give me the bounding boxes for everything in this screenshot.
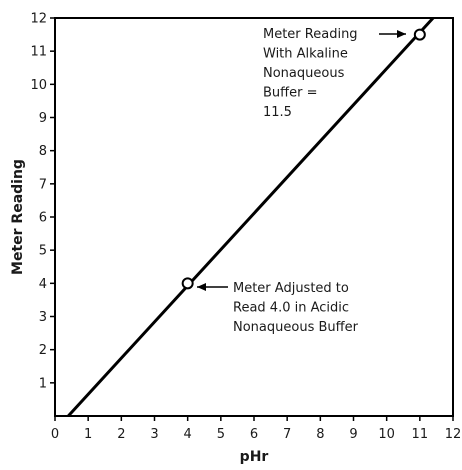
plot-frame <box>54 17 454 417</box>
x-tick-label: 8 <box>316 427 324 442</box>
y-axis-title: Meter Reading <box>10 159 26 275</box>
annotation-arrow-head <box>397 30 406 38</box>
y-tick-label: 9 <box>39 111 47 126</box>
annotation-line: Buffer = <box>263 86 317 101</box>
x-axis-title: pHr <box>240 449 269 465</box>
annotation-arrow-head <box>197 283 206 291</box>
y-tick-label: 8 <box>39 144 47 159</box>
annotation-text: Meter Adjusted to Read 4.0 in Acidic Nonaq… <box>233 281 359 335</box>
y-tick-label: 10 <box>30 78 47 93</box>
x-tick-label: 1 <box>84 427 92 442</box>
annotation-line: Meter Adjusted to <box>233 281 349 296</box>
x-tick-label: 4 <box>184 427 192 442</box>
annotation-line: Nonaqueous Buffer <box>233 320 359 335</box>
x-tick-label: 12 <box>445 427 462 442</box>
annotations-layer: Meter Reading With Alkaline Nonaqueous Buff… <box>197 27 406 335</box>
y-tick-label: 1 <box>39 376 47 391</box>
annotation-text: Meter Reading With Alkaline Nonaqueous Buff… <box>263 27 358 120</box>
y-tick-label: 5 <box>39 244 47 259</box>
x-tick-label: 9 <box>349 427 357 442</box>
y-tick-label: 4 <box>39 277 47 292</box>
annotation-line: Meter Reading <box>263 27 358 42</box>
annotation-line: With Alkaline <box>263 47 348 62</box>
x-tick-label: 3 <box>150 427 158 442</box>
x-axis-ticks: 0 1 2 3 4 5 6 7 8 9 10 11 12 <box>51 416 461 442</box>
x-tick-label: 5 <box>217 427 225 442</box>
data-point <box>181 277 194 290</box>
annotation-line: 11.5 <box>263 105 292 120</box>
x-tick-label: 11 <box>412 427 429 442</box>
data-point <box>413 28 426 41</box>
annotation-line: Nonaqueous <box>263 66 345 81</box>
annotation: Meter Adjusted to Read 4.0 in Acidic Nonaq… <box>197 281 359 335</box>
series-layer <box>67 16 435 418</box>
y-tick-label: 7 <box>39 177 47 192</box>
x-tick-label: 10 <box>378 427 395 442</box>
series-line <box>67 16 435 418</box>
y-tick-label: 12 <box>30 12 47 27</box>
annotation: Meter Reading With Alkaline Nonaqueous Buff… <box>263 27 406 120</box>
y-tick-label: 3 <box>39 310 47 325</box>
x-tick-label: 2 <box>117 427 125 442</box>
x-tick-label: 7 <box>283 427 291 442</box>
annotation-line: Read 4.0 in Acidic <box>233 301 349 316</box>
x-tick-label: 0 <box>51 427 59 442</box>
y-tick-label: 11 <box>30 45 47 60</box>
y-tick-label: 6 <box>39 211 47 226</box>
y-tick-label: 2 <box>39 343 47 358</box>
x-tick-label: 6 <box>250 427 258 442</box>
points-layer <box>181 28 426 290</box>
